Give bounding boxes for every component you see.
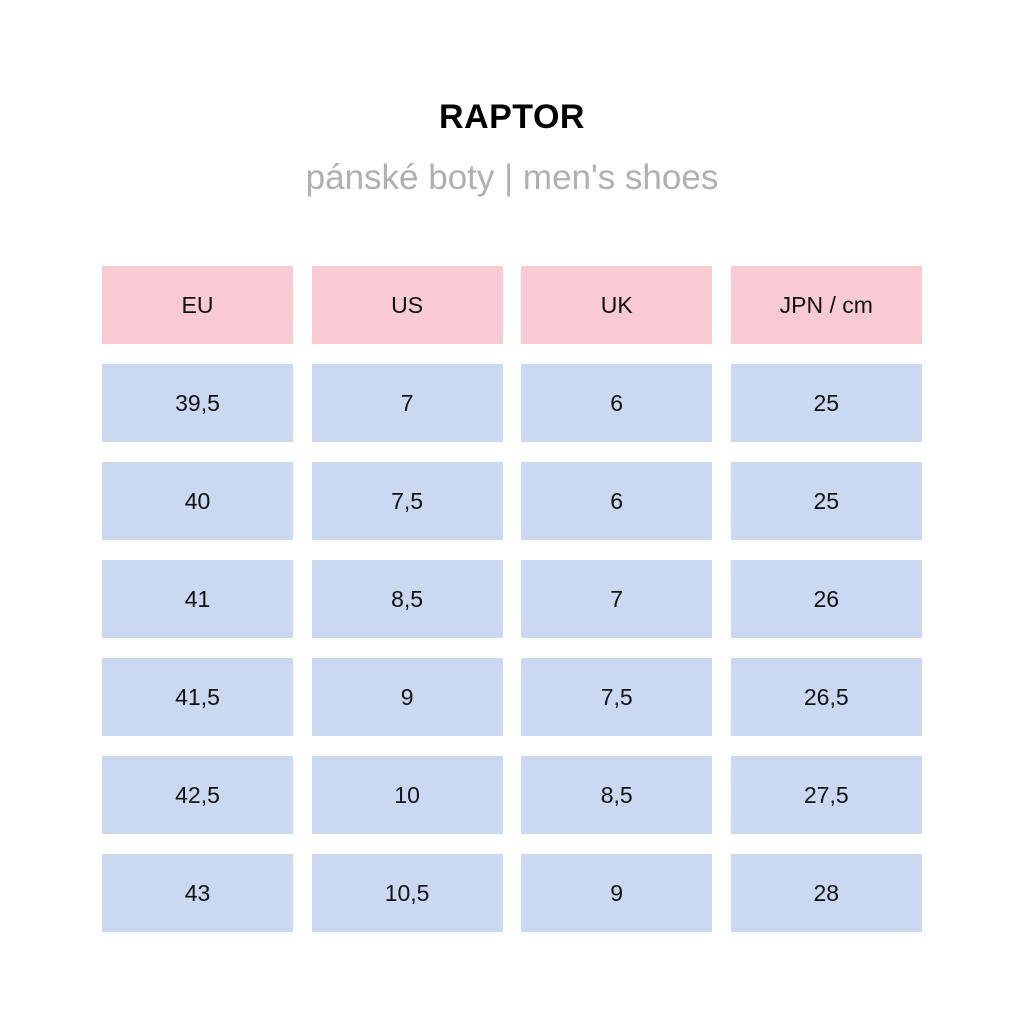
table-cell-uk: 7 — [521, 560, 713, 638]
table-row: 41 8,5 7 26 — [102, 560, 922, 638]
table-cell-us: 9 — [311, 658, 503, 736]
table-cell-eu: 43 — [102, 854, 293, 932]
table-cell-eu: 41 — [102, 560, 293, 638]
table-row: 43 10,5 9 28 — [102, 854, 922, 932]
page-subtitle: pánské boty | men's shoes — [305, 158, 719, 197]
header-cell-uk: UK — [521, 266, 713, 344]
page-title: RAPTOR — [439, 98, 585, 136]
table-cell-uk: 7,5 — [521, 658, 713, 736]
table-row: 39,5 7 6 25 — [102, 364, 922, 442]
table-cell-us: 10 — [311, 756, 503, 834]
table-cell-us: 8,5 — [311, 560, 503, 638]
table-cell-jpn: 28 — [730, 854, 922, 932]
table-cell-uk: 6 — [521, 462, 713, 540]
table-cell-us: 7,5 — [311, 462, 503, 540]
table-cell-uk: 8,5 — [521, 756, 713, 834]
table-cell-eu: 39,5 — [102, 364, 293, 442]
header-cell-eu: EU — [102, 266, 293, 344]
table-cell-jpn: 25 — [730, 462, 922, 540]
table-cell-jpn: 27,5 — [730, 756, 922, 834]
table-row: 42,5 10 8,5 27,5 — [102, 756, 922, 834]
header-cell-us: US — [311, 266, 503, 344]
table-row: 40 7,5 6 25 — [102, 462, 922, 540]
table-cell-eu: 42,5 — [102, 756, 293, 834]
table-cell-eu: 40 — [102, 462, 293, 540]
table-cell-jpn: 26,5 — [730, 658, 922, 736]
table-cell-jpn: 26 — [730, 560, 922, 638]
table-cell-eu: 41,5 — [102, 658, 293, 736]
table-cell-us: 10,5 — [311, 854, 503, 932]
table-cell-uk: 6 — [521, 364, 713, 442]
table-cell-uk: 9 — [521, 854, 713, 932]
table-cell-us: 7 — [311, 364, 503, 442]
size-table: EU US UK JPN / cm 39,5 7 6 25 40 7,5 6 2… — [102, 266, 922, 952]
table-row: 41,5 9 7,5 26,5 — [102, 658, 922, 736]
table-cell-jpn: 25 — [730, 364, 922, 442]
header-cell-jpn: JPN / cm — [730, 266, 922, 344]
table-header-row: EU US UK JPN / cm — [102, 266, 922, 344]
